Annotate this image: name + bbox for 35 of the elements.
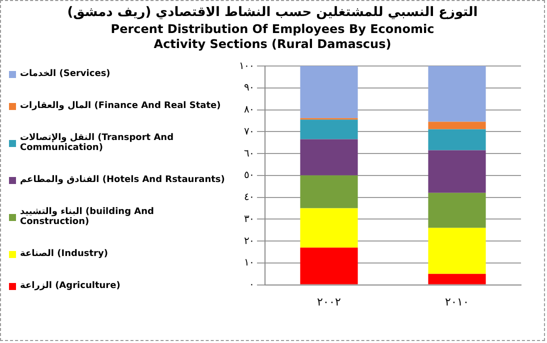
bar	[428, 129, 486, 150]
y-tick-label: ٥٠	[244, 170, 254, 182]
y-tick-label: ٢٠	[244, 236, 254, 247]
y-tick-label: ٧٠	[244, 126, 254, 138]
bar	[428, 150, 486, 193]
bar	[300, 66, 358, 118]
y-tick-label: ٩٠	[244, 82, 254, 94]
legend-label: الصناعة (Industry)	[20, 249, 108, 259]
legend-label: الخدمات (Services)	[20, 69, 110, 79]
x-tick-label: ٢٠٠٢	[317, 296, 341, 308]
x-tick-label: ٢٠١٠	[445, 296, 469, 308]
bar	[428, 228, 486, 274]
y-tick-label: ١٠٠	[239, 60, 254, 72]
bar	[300, 208, 358, 248]
legend-label: الزراعة (Agriculture)	[20, 281, 120, 291]
y-tick-label: ٤٠	[244, 192, 254, 204]
y-tick-label: ٦٠	[244, 148, 254, 160]
bar	[300, 175, 358, 208]
bar	[300, 248, 358, 284]
legend-label: البناء والتشييد (building And Construction)	[20, 207, 155, 227]
bar	[428, 192, 486, 228]
y-tick-label: ٠	[249, 280, 254, 291]
bar	[300, 120, 358, 140]
bar	[428, 122, 486, 130]
legend-label: المال والعقارات (Finance And Real State)	[20, 101, 221, 111]
y-tick-label: ٨٠	[244, 104, 254, 116]
y-tick-label: ٣٠	[244, 214, 254, 225]
chart-title: التوزع النسبي للمشتغلين حسب النشاط الاقتصادي (ريف دمشق)	[66, 5, 479, 20]
bar	[428, 274, 486, 284]
chart-subtitle: Percent Distribution Of Employees By Economic Activity Sections (Rural Damascus)	[110, 22, 436, 52]
legend-label: النقل والإتصالات (Transport And Communication)	[20, 133, 175, 153]
bar	[300, 139, 358, 176]
bar	[428, 66, 486, 122]
y-tick-label: ١٠	[244, 258, 254, 269]
legend-label: الفنادق والمطاعم (Hotels And Rstaurants)	[20, 175, 225, 185]
